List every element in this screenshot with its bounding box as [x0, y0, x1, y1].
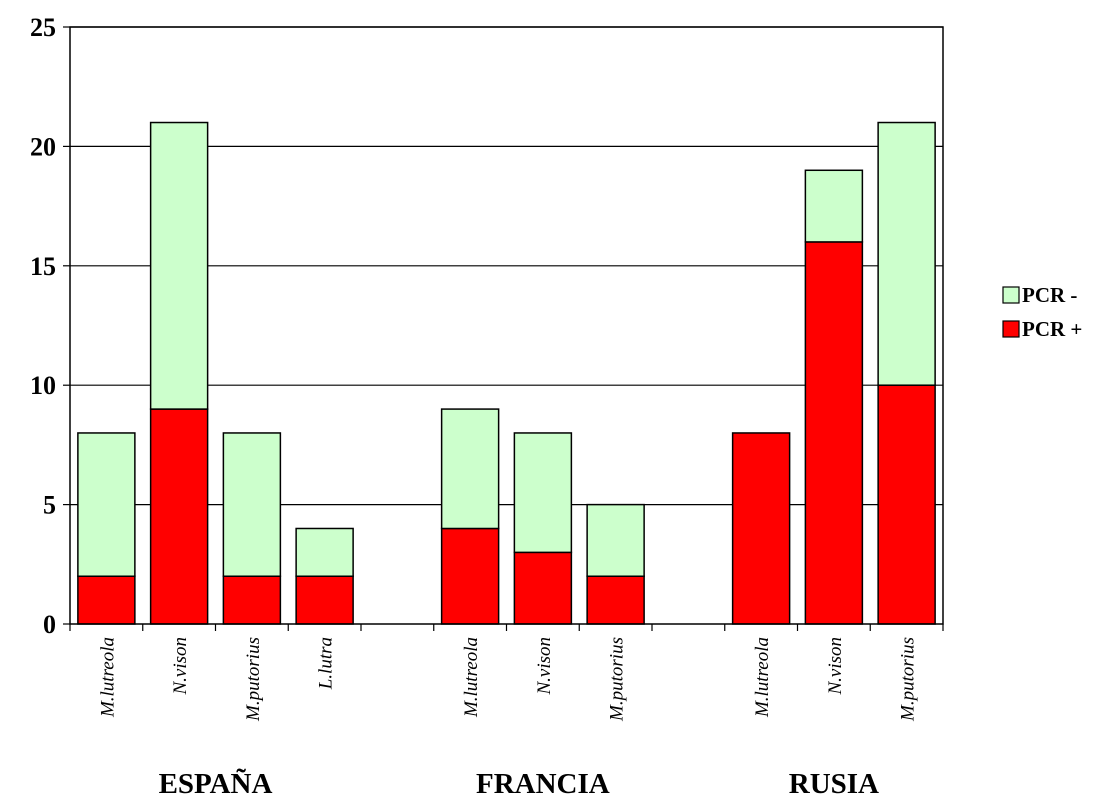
- bar-segment-pcr-positive: [877, 384, 936, 625]
- legend: PCR - PCR +: [1002, 283, 1082, 341]
- bar-segment-pcr-negative: [77, 432, 136, 577]
- bar-segment-pcr-negative: [295, 527, 354, 577]
- group-label: FRANCIA: [476, 768, 610, 800]
- x-category-label: M.putorius: [607, 637, 628, 722]
- y-tick-label: 20: [30, 132, 56, 161]
- y-tick-label: 0: [43, 610, 56, 639]
- legend-label: PCR -: [1022, 283, 1077, 307]
- legend-swatch: [1002, 286, 1020, 304]
- x-category-label: M.putorius: [243, 637, 264, 722]
- bar-segment-pcr-negative: [513, 432, 573, 554]
- group-label: ESPAÑA: [159, 767, 273, 800]
- x-category-label: N.vison: [534, 637, 555, 696]
- bar-segment-pcr-negative: [586, 503, 645, 577]
- bars: [77, 121, 936, 625]
- y-tick-label: 5: [43, 491, 56, 520]
- y-tick-label: 25: [30, 13, 56, 42]
- axes: 0 5 10 15 20 25: [30, 13, 944, 639]
- x-category-label: N.vison: [825, 637, 846, 696]
- bar-segment-pcr-positive: [149, 408, 209, 625]
- bar-segment-pcr-positive: [222, 575, 282, 625]
- group-label: RUSIA: [789, 768, 879, 800]
- x-tick-labels: M.lutreola N.vison M.putorius L.lutra M.lutr…: [97, 637, 918, 722]
- x-category-label: N.vison: [170, 637, 191, 696]
- legend-swatch: [1002, 320, 1020, 338]
- bar-segment-pcr-positive: [731, 432, 791, 625]
- x-category-label: M.lutreola: [752, 637, 773, 718]
- bar-segment-pcr-positive: [440, 527, 500, 625]
- bar-segment-pcr-negative: [804, 169, 864, 243]
- bar-segment-pcr-negative: [440, 408, 500, 530]
- x-category-label: M.lutreola: [461, 637, 482, 718]
- group-labels: ESPAÑA FRANCIA RUSIA: [159, 767, 879, 800]
- bar-segment-pcr-negative: [222, 432, 282, 577]
- x-category-label: L.lutra: [316, 637, 337, 690]
- bar-segment-pcr-positive: [586, 575, 645, 625]
- x-category-label: M.putorius: [898, 637, 919, 722]
- bar-segment-pcr-negative: [877, 121, 936, 386]
- y-tick-label: 15: [30, 252, 56, 281]
- x-category-label: M.lutreola: [97, 637, 118, 718]
- bar-segment-pcr-negative: [149, 121, 209, 410]
- bar-segment-pcr-positive: [513, 551, 573, 625]
- bar-segment-pcr-positive: [804, 241, 864, 625]
- bar-segment-pcr-positive: [77, 575, 136, 625]
- legend-label: PCR +: [1022, 317, 1082, 341]
- bar-segment-pcr-positive: [295, 575, 354, 625]
- y-tick-label: 10: [30, 371, 56, 400]
